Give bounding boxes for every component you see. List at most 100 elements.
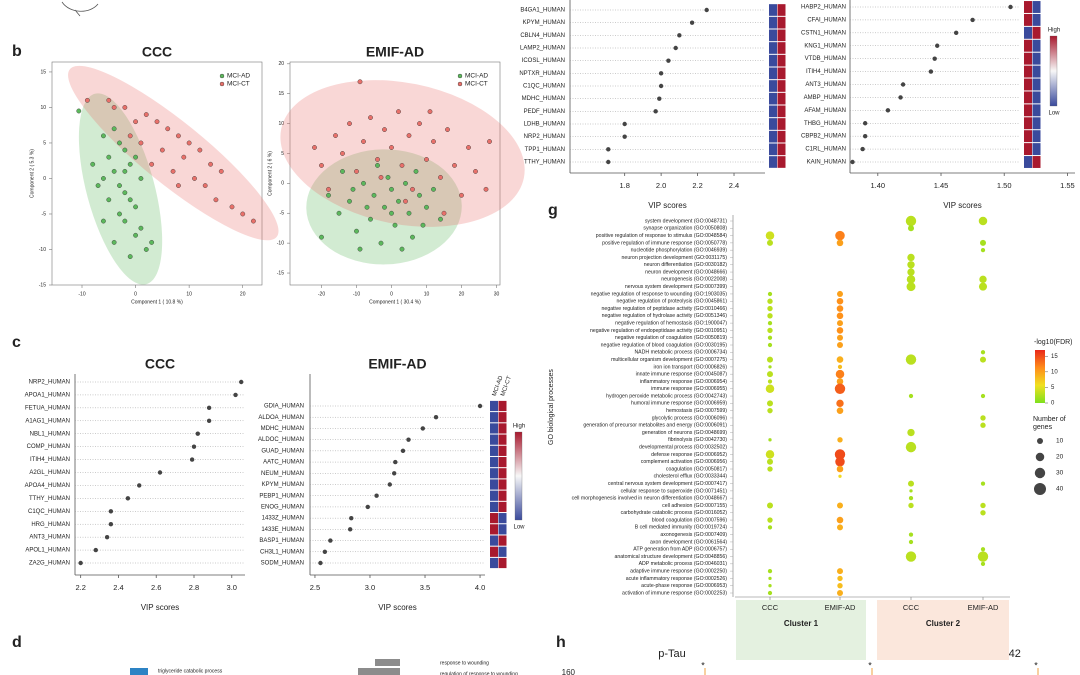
dot [622,134,627,139]
legend-label: MCI-CT [227,81,250,88]
bubble [836,465,844,473]
y-tick-label: -15 [277,270,284,276]
dot [658,83,664,89]
point [127,254,133,259]
x-tick-label: 2.5 [310,583,320,592]
term-label: negative regulation of peptidase activit… [602,306,728,312]
point [350,186,356,192]
point [438,216,443,222]
bubble [980,248,986,253]
heat-cell [1032,104,1041,117]
heat-cell [1024,143,1032,156]
bubble [767,590,773,596]
category-label: PEDF_HUMAN [524,109,565,115]
x-tick-label: 10 [186,291,192,297]
heat-cell [777,4,786,16]
x-tick-label: 1.45 [934,181,949,190]
x-tick-label: 30 [494,291,500,297]
heat-legend-low: Low [1048,111,1060,117]
heat-cell [777,118,786,130]
bar-label: response to wounding [440,660,489,666]
point [133,119,138,125]
term-label: B cell mediated immunity (GO:0019724) [635,525,728,531]
term-label: neuron projection development (GO:003117… [622,255,728,261]
term-label: negative regulation of blood coagulation… [601,342,728,348]
point [319,163,324,168]
point [143,112,149,117]
heat-cell [1032,26,1041,39]
category-label: NEUM_HUMAN [261,471,304,477]
dot [233,392,238,398]
dot [935,43,940,48]
heat-cell [490,468,498,479]
term-label: generation of precursor metabolites and … [583,423,727,429]
point [487,139,492,144]
dot [108,509,114,514]
point [312,145,317,150]
category-label: AMBP_HUMAN [804,95,846,101]
bubble [836,356,844,363]
panel-label: b [12,43,22,60]
point [417,192,422,198]
category-label: NBL1_HUMAN [30,431,70,437]
bubble [767,291,773,297]
point [127,161,133,167]
bubble [907,225,915,232]
bubble [908,539,914,545]
bubble [980,415,986,421]
bubble [767,568,773,574]
point [111,168,117,174]
cropped-bar [358,668,400,675]
term-label: negative regulation of endopeptidase act… [590,328,727,334]
heat-cell [777,143,786,156]
heat-cell [777,16,786,29]
chart-title: CCC [145,356,175,372]
heat-cell [498,513,507,524]
bubble [835,456,845,467]
heat-cell [769,67,777,80]
category-label: CBPB2_HUMAN [801,134,846,140]
term-label: hemostasis (GO:0007599) [666,408,727,414]
heat-cell [490,456,498,468]
heat-cell [769,105,777,118]
heat-cell [498,468,507,479]
term-label: central nervous system development (GO:0… [608,481,727,487]
term-label: complement activation (GO:0006956) [641,459,727,465]
point [240,211,246,217]
category-label: CH3L1_HUMAN [260,549,304,555]
point [197,147,203,153]
heat-cell [490,546,498,557]
x-tick-label: 1.8 [619,181,629,190]
bubble [836,239,844,247]
dot [108,522,114,527]
category-label: 1433Z_HUMAN [262,516,304,522]
dot [400,448,406,454]
bubble [767,313,773,319]
heat-cell [498,400,507,412]
y-tick-label: -10 [277,240,284,246]
dot [206,405,212,411]
bubble [767,335,773,340]
point [399,246,405,252]
bubble [980,510,986,516]
dot [347,527,353,532]
category-label: COMP_HUMAN [27,444,70,450]
bubble [909,489,913,493]
heat-cell [1032,117,1041,130]
heat-cell [1032,130,1041,143]
point [149,161,155,167]
heat-cell [1032,65,1041,78]
point [208,161,213,167]
bubble [836,589,844,597]
category-label: KPYM_HUMAN [523,20,565,26]
category-label: CFAI_HUMAN [807,17,846,23]
x-tick-label: 3.0 [365,583,375,592]
heat-cell [1032,39,1041,52]
heat-cell [498,434,507,445]
x-axis-label: VIP scores [378,603,417,612]
heat-cell [1032,1,1041,13]
point [396,198,401,204]
dot [189,457,195,462]
cropped-bar [375,659,400,666]
point [192,176,197,181]
